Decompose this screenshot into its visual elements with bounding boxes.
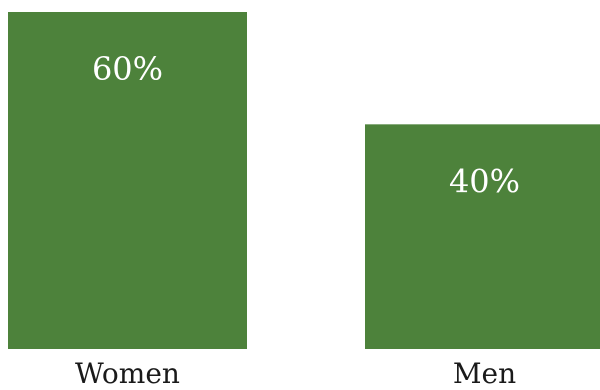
value-label-men: 40% — [449, 162, 520, 200]
category-label-women: Women — [75, 357, 180, 390]
category-label-men: Men — [453, 357, 516, 390]
bar-men — [365, 124, 600, 349]
category-labels-group: Women Men — [75, 357, 516, 390]
bar-women — [8, 12, 247, 349]
value-label-women: 60% — [92, 50, 163, 88]
value-labels-group: 60% 40% — [92, 50, 520, 200]
bars-group — [8, 12, 600, 349]
